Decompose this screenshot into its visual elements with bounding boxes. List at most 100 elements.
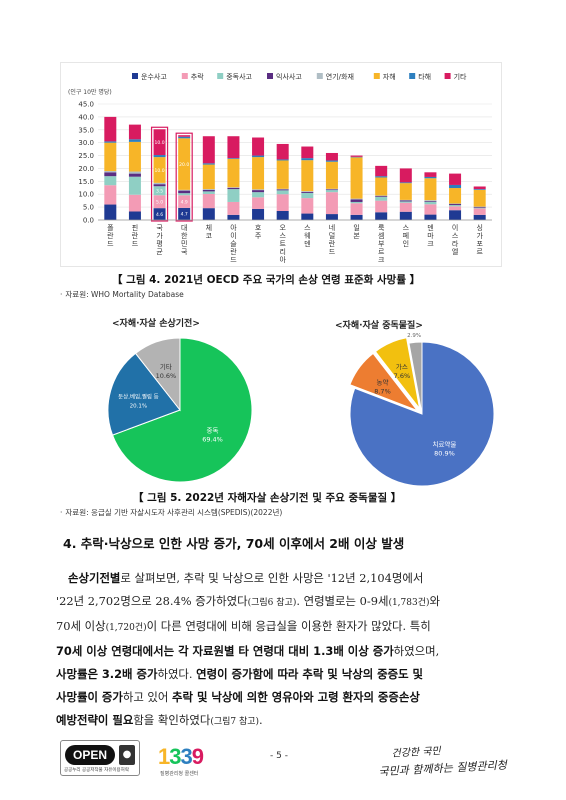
figure-ref: (그림7 참고) (210, 717, 260, 727)
bar-segment (128, 173, 141, 177)
bar-segment (202, 164, 215, 190)
bar-segment (202, 193, 215, 209)
x-tick-label: 란 (329, 240, 336, 248)
x-tick-label: 가 (476, 231, 483, 240)
bar-segment (227, 187, 240, 188)
pie-slice (349, 352, 419, 412)
x-tick-label: 싱 (476, 223, 482, 232)
pie-slice-label: 농약 (377, 378, 389, 387)
pie-slice-value: 69.4% (202, 436, 223, 444)
hotline-number: 1339 (158, 744, 204, 769)
pie-slice-value: 10.6% (156, 372, 177, 380)
bar-segment (178, 189, 191, 191)
x-tick-label: 한 (181, 232, 188, 240)
body-text-span: 하고 있어 (122, 690, 173, 704)
x-tick-label: 덴 (304, 239, 310, 248)
y-tick-label: 0.0 (83, 217, 94, 225)
bar-segment (276, 194, 289, 211)
legend-label: 타해 (418, 72, 431, 81)
body-text-span: '22년 2,702명으로 28.4% 증가하였다 (56, 594, 248, 608)
x-tick-label: 국 (156, 224, 163, 232)
bar-segment (202, 163, 215, 165)
emph-prevention: 예방전략이 필요 (56, 713, 134, 727)
bar-segment (301, 198, 314, 214)
bar-segment (153, 195, 166, 209)
figure4-caption: 【 그림 4. 2021년 OECD 주요 국가의 손상 연령 표준화 사망률 … (112, 274, 421, 286)
bar-segment (104, 172, 117, 177)
bar-segment (202, 208, 215, 220)
emph-increase: 사망률이 증가 (56, 690, 123, 704)
pie-slice-value: 8.7% (374, 388, 391, 396)
highlight-box (150, 126, 169, 222)
bar-segment (128, 194, 141, 212)
legend-swatch (444, 73, 451, 79)
bar-segment (399, 199, 412, 201)
open-badge: OPEN (65, 745, 115, 765)
x-tick-label: 크 (378, 256, 385, 264)
x-tick-label: 주 (255, 232, 262, 240)
pie-slice (111, 337, 253, 483)
x-tick-label: 오 (279, 224, 286, 232)
x-tick-label: 포 (476, 240, 483, 248)
body-text-span: 이 다른 연령대에 비해 응급실을 이용한 환자가 많았다. 특히 (146, 619, 431, 633)
hotline-logo: 1339 (158, 744, 204, 770)
bar-segment (325, 189, 338, 191)
body-line-5: 사망률은 3.2배 증가하였다. 연령이 증가함에 따라 추락 및 낙상의 중증… (56, 663, 514, 686)
body-text-span: 하였다. (157, 667, 197, 681)
bar-segment (153, 155, 166, 158)
bar-segment (252, 137, 265, 156)
figure5-caption: 【 그림 5. 2022년 자해자살 손상기전 및 주요 중독물질 】 (133, 492, 402, 504)
x-tick-label: 르 (476, 248, 483, 256)
bar-segment (104, 141, 117, 143)
x-tick-label: 드 (107, 240, 114, 248)
bar-segment (449, 204, 462, 206)
bar-segment (104, 176, 117, 186)
bar-segment (252, 190, 265, 193)
x-tick-label: 인 (403, 239, 409, 248)
x-tick-label: 체 (206, 224, 212, 232)
bar-segment (424, 214, 437, 220)
x-tick-label: 란 (230, 248, 237, 256)
bar-segment (325, 161, 338, 189)
bar-segment (473, 207, 486, 209)
bar-segment (128, 139, 141, 142)
x-tick-label: 페 (403, 231, 409, 240)
bar-segment (301, 192, 314, 199)
body-line-4: 70세 이상 연령대에서는 각 자료원별 타 연령대 대비 1.3배 이상 증가… (56, 640, 514, 663)
bar-segment (473, 214, 486, 220)
x-tick-label: 스 (403, 224, 410, 232)
x-tick-label: 크 (427, 240, 434, 248)
x-tick-label: 이 (230, 231, 236, 240)
x-tick-label: 이 (452, 223, 458, 232)
x-tick-label: 드 (230, 256, 237, 264)
bar-segment (473, 189, 486, 207)
bar-segment (449, 188, 462, 204)
pie-slice (408, 341, 423, 415)
body-line-2: '22년 2,702명으로 28.4% 증가하였다(그림6 참고). 연령별로는… (56, 590, 514, 615)
bar-segment (202, 136, 215, 164)
pie-slice-label: 치료약물 (432, 440, 456, 449)
bar-segment (473, 186, 486, 190)
section-heading: 4. 추락·낙상으로 인한 사망 증가, 70세 이후에서 2배 이상 발생 (63, 536, 405, 551)
bar-segment (325, 152, 338, 161)
bar-segment (424, 176, 437, 179)
y-tick-label: 20.0 (78, 165, 94, 173)
x-tick-label: 코 (206, 232, 213, 240)
legend-label: 자해 (383, 72, 396, 81)
hotline-digit: 9 (191, 744, 204, 769)
emph-70plus: 70세 이상 연령대에서는 각 자료원별 타 연령대 대비 1.3배 이상 증가 (56, 644, 394, 658)
x-tick-label: 스 (279, 232, 286, 240)
bar-segment (178, 138, 191, 190)
bar-segment (301, 213, 314, 220)
bar-segment (227, 201, 240, 215)
bar-segment (350, 203, 363, 215)
bar-segment (104, 142, 117, 172)
bar-segment (350, 157, 363, 199)
figure5-source: · 자료원: 응급실 기반 자살시도자 사후관리 시스템(SPEDIS)(2022… (60, 508, 283, 517)
bar-segment (104, 185, 117, 205)
pie1-title: <자해·자살 손상기전> (112, 319, 200, 329)
x-tick-label: 엘 (452, 248, 458, 256)
bar-data-label: 5.0 (156, 199, 163, 205)
bar-segment (153, 129, 166, 156)
x-tick-label: 드 (132, 240, 139, 248)
